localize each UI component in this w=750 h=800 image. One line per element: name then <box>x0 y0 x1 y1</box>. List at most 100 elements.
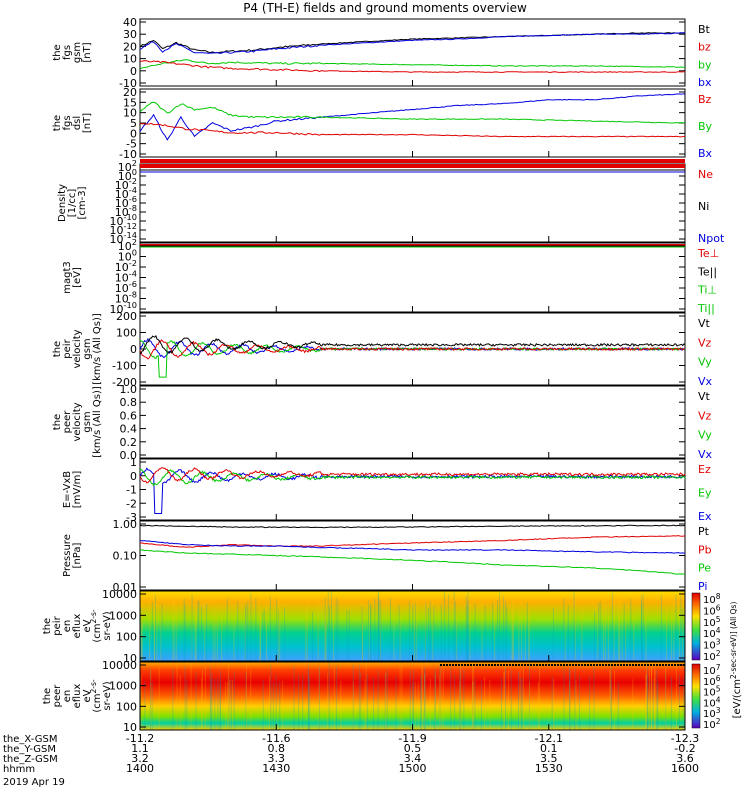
legend-Te⊥: Te⊥ <box>697 247 719 260</box>
legend-Vt: Vt <box>698 317 711 330</box>
x-axis: the_X-GSM -11.2 -11.6 -11.9 -12.1 -12.3 the_Y-… <box>3 732 699 788</box>
y-tick-label: 0 <box>130 127 137 140</box>
y-axis-label: [cm-3] <box>77 186 88 219</box>
y-tick-label: 20 <box>123 40 137 53</box>
trace-black <box>139 334 686 356</box>
panel-frame <box>139 458 686 521</box>
series-Bz <box>139 122 686 138</box>
ephemeris-label: the_X-GSM <box>3 734 57 745</box>
legend-Ni: Ni <box>698 200 709 213</box>
trace-blue <box>139 337 686 359</box>
trace-blue <box>139 467 686 514</box>
y-axis-label: eV <box>82 689 93 702</box>
y-tick-label: 10-2 <box>115 176 137 192</box>
y-tick-label: 30 <box>123 28 137 41</box>
trace-green <box>139 468 686 487</box>
y-tick-label: -100 <box>112 360 137 373</box>
y-tick-label: 0 <box>130 343 137 356</box>
y-tick-label: 0.6 <box>120 409 138 422</box>
panel-frame <box>139 242 686 313</box>
y-axis-label: gsm <box>82 338 93 359</box>
y-tick-label: 100 <box>116 327 137 340</box>
y-tick-label: -3 <box>126 511 137 524</box>
y-tick-label: 10-6 <box>115 279 137 295</box>
y-tick-label: 10-14 <box>110 230 137 246</box>
legend-bx: bx <box>698 76 712 89</box>
legend-Ez: Ez <box>698 463 711 476</box>
y-axis-label: [nT] <box>82 42 93 62</box>
ephemeris-value: 3.5 <box>540 752 558 765</box>
legend-Bz: Bz <box>698 93 712 106</box>
y-axis-label: (cm2-s- <box>89 609 104 643</box>
y-tick-label: 10-4 <box>115 185 137 201</box>
series-bz <box>139 60 686 73</box>
legend-Bt: Bt <box>698 23 711 36</box>
y-tick-label: 20 <box>123 86 137 99</box>
ephemeris-value: -11.9 <box>398 732 426 745</box>
spectrogram-peir_eflux <box>140 591 685 661</box>
y-axis-label: gsm <box>72 42 83 63</box>
y-tick-label: 0.2 <box>120 436 138 449</box>
x-tick-label: 1400 <box>126 762 154 775</box>
colorbar-tick-label: 103 <box>703 637 721 652</box>
legend-bz: bz <box>698 41 711 54</box>
x-tick-label: 1600 <box>671 762 699 775</box>
legend-Vz: Vz <box>698 409 712 422</box>
y-tick-label: 10-8 <box>115 290 137 306</box>
series-bx <box>139 32 685 54</box>
panel-efield: 10-1-2-3 E=-VxB [mV/m] Ez Ey Ex <box>62 456 712 524</box>
y-tick-label: 100 <box>116 700 137 713</box>
y-tick-label: -10 <box>119 148 137 161</box>
plot-title: P4 (TH-E) fields and ground moments over… <box>243 1 527 15</box>
colorbar <box>691 592 701 661</box>
y-tick-label: 102 <box>118 158 137 174</box>
y-tick-label: -2 <box>126 497 137 510</box>
ephemeris-value: -11.6 <box>262 732 290 745</box>
panel-frame <box>139 88 686 158</box>
y-axis-label: en <box>62 620 73 633</box>
colorbar-tick-label: 105 <box>703 614 721 629</box>
x-axis-label: hhmm <box>3 764 35 775</box>
series-By <box>139 101 685 124</box>
trace-red <box>139 339 686 360</box>
y-axis-label: peer <box>62 410 73 434</box>
colorbar-tick-label: 108 <box>703 592 721 607</box>
legend-Te||: Te|| <box>697 265 717 278</box>
ephemeris-value: -11.2 <box>126 732 154 745</box>
y-axis-label: Pressure <box>62 534 73 577</box>
y-tick-label: 0.10 <box>113 550 138 563</box>
colorbar-tick-label: 103 <box>703 706 721 721</box>
ephemeris-value: 3.6 <box>676 752 694 765</box>
band-Ne <box>140 164 685 168</box>
ephemeris-value: 1.1 <box>131 742 149 755</box>
x-tick-label: 1530 <box>535 762 563 775</box>
y-axis-label: (cm2-s- <box>89 679 104 713</box>
colorbar-tick-label: 106 <box>703 673 721 688</box>
panel-pressure: 1.00 0.10 0.01 Pressure [nPa] Pt Pb Pe Pi <box>62 518 712 594</box>
y-tick-label: 15 <box>123 96 137 109</box>
colorbars: 108106105104103102107106105104103102[eV/… <box>691 592 743 731</box>
ephemeris-value: 3.4 <box>404 752 422 765</box>
series-Pb <box>139 535 686 548</box>
y-axis-label: sr-eV) <box>102 611 113 640</box>
y-tick-label: 10-4 <box>115 269 137 285</box>
y-axis-label: magt3 <box>62 261 73 294</box>
panel-frame <box>139 163 686 243</box>
legend-Bx: Bx <box>698 147 713 160</box>
y-tick-label: 5 <box>130 117 137 130</box>
series-Pe <box>139 549 686 575</box>
legend-Pt: Pt <box>698 525 710 538</box>
y-tick-label: 102 <box>118 237 137 253</box>
legend-Pi: Pi <box>698 580 707 593</box>
panel-peer_eflux: 10000 1000 100 10 the peer en eflux eV (cm2-s-sr-… <box>42 659 686 734</box>
y-axis-label: fgs <box>62 45 73 60</box>
y-axis-label: [km/s (All Qs)] <box>92 386 103 458</box>
y-tick-label: 10000 <box>102 659 137 672</box>
band-top <box>140 159 685 163</box>
series-by <box>139 59 686 70</box>
